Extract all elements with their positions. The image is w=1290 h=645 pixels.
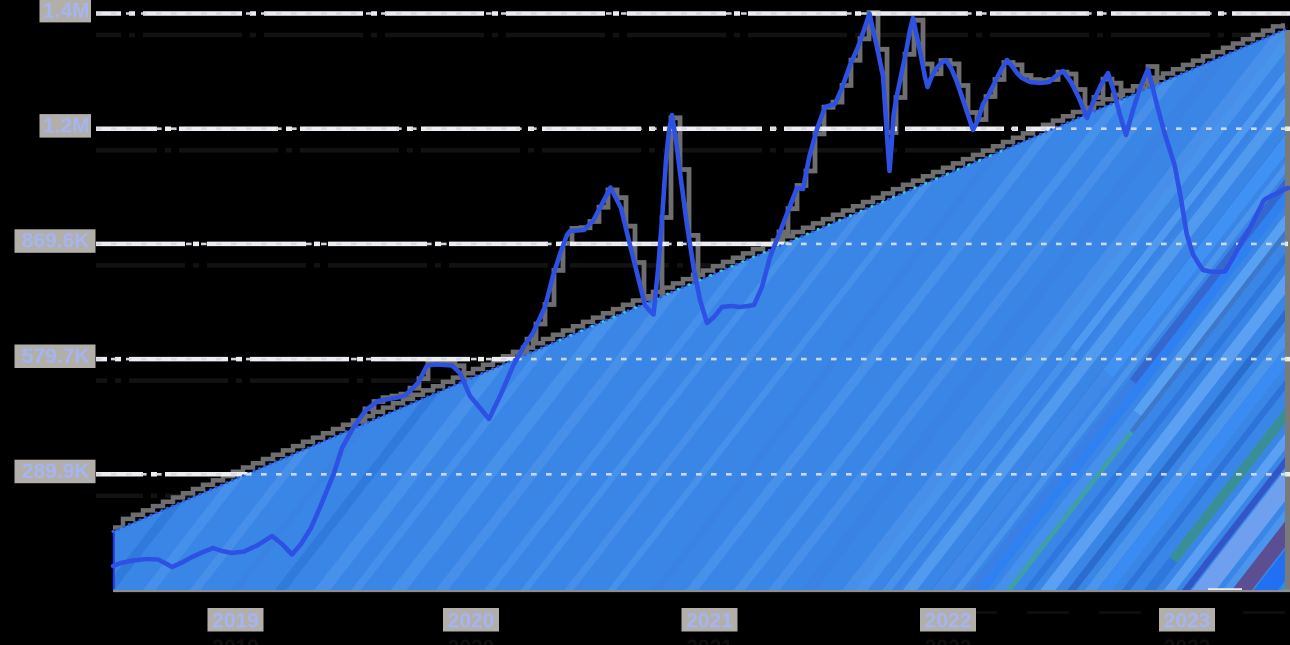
svg-text:2019: 2019 bbox=[212, 636, 259, 645]
svg-text:2021: 2021 bbox=[686, 609, 733, 632]
svg-text:2019: 2019 bbox=[212, 609, 259, 632]
svg-text:289.9K: 289.9K bbox=[22, 460, 90, 483]
svg-text:2022: 2022 bbox=[925, 636, 972, 645]
svg-text:2022: 2022 bbox=[925, 609, 972, 632]
svg-text:869.6K: 869.6K bbox=[22, 230, 90, 253]
svg-text:2020: 2020 bbox=[448, 609, 495, 632]
svg-text:2023: 2023 bbox=[1164, 609, 1211, 632]
svg-text:2021: 2021 bbox=[686, 636, 733, 645]
svg-text:1.4M: 1.4M bbox=[43, 0, 90, 22]
svg-text:2020: 2020 bbox=[448, 636, 495, 645]
svg-text:1.2M: 1.2M bbox=[43, 115, 90, 138]
svg-text:579.7K: 579.7K bbox=[22, 345, 90, 368]
svg-text:2023: 2023 bbox=[1164, 636, 1211, 645]
